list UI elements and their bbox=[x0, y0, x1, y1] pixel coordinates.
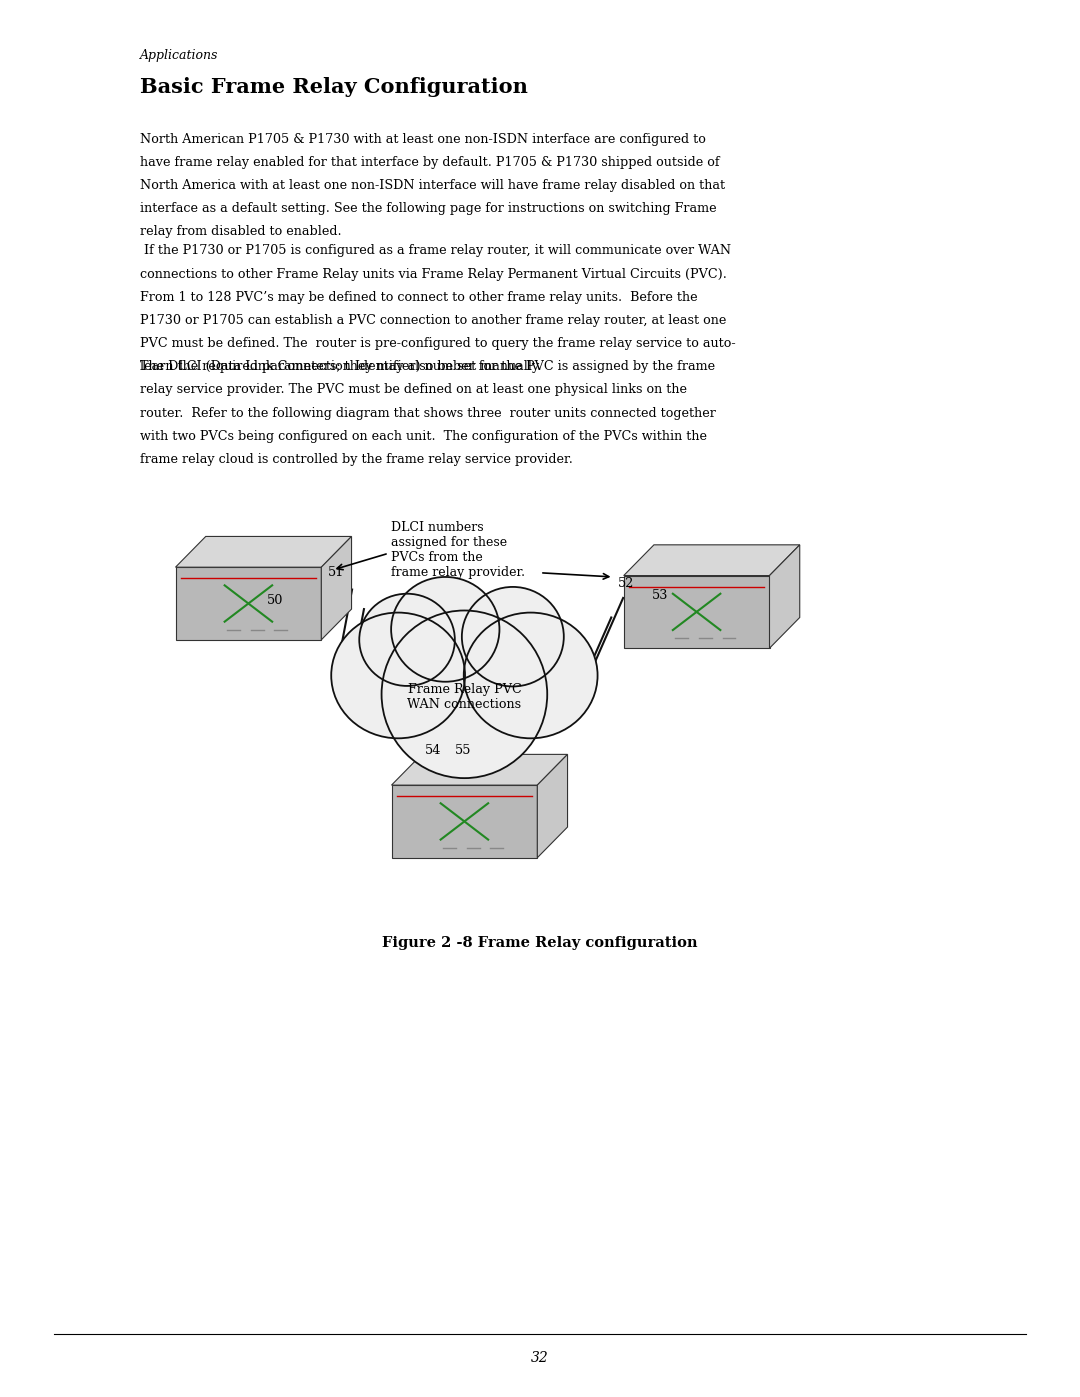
Text: 55: 55 bbox=[455, 743, 471, 757]
Text: Frame Relay PVC
WAN connections: Frame Relay PVC WAN connections bbox=[407, 683, 522, 711]
Text: 32: 32 bbox=[531, 1351, 549, 1365]
Polygon shape bbox=[175, 536, 352, 567]
Polygon shape bbox=[624, 545, 799, 576]
Text: interface as a default setting. See the following page for instructions on switc: interface as a default setting. See the … bbox=[140, 201, 717, 215]
Ellipse shape bbox=[391, 577, 499, 682]
Text: DLCI numbers
assigned for these
PVCs from the
frame relay provider.: DLCI numbers assigned for these PVCs fro… bbox=[391, 521, 525, 580]
Ellipse shape bbox=[463, 613, 597, 739]
Polygon shape bbox=[391, 785, 538, 858]
Text: with two PVCs being configured on each unit.  The configuration of the PVCs with: with two PVCs being configured on each u… bbox=[140, 430, 707, 443]
Text: relay service provider. The PVC must be defined on at least one physical links o: relay service provider. The PVC must be … bbox=[140, 383, 687, 397]
Text: Applications: Applications bbox=[140, 49, 219, 61]
Polygon shape bbox=[538, 754, 568, 858]
Polygon shape bbox=[769, 545, 799, 648]
Text: router.  Refer to the following diagram that shows three  router units connected: router. Refer to the following diagram t… bbox=[140, 407, 716, 419]
Text: Figure 2 -8 Frame Relay configuration: Figure 2 -8 Frame Relay configuration bbox=[382, 936, 698, 950]
Text: learn the required parameters; they may also be set manually.: learn the required parameters; they may … bbox=[140, 360, 542, 373]
Polygon shape bbox=[175, 567, 322, 640]
Text: North America with at least one non-ISDN interface will have frame relay disable: North America with at least one non-ISDN… bbox=[140, 179, 726, 191]
Polygon shape bbox=[391, 754, 568, 785]
Polygon shape bbox=[322, 536, 352, 640]
Ellipse shape bbox=[360, 594, 455, 686]
Text: The DLCI (Data Link Connection Identifier) number for the PVC is assigned by the: The DLCI (Data Link Connection Identifie… bbox=[140, 360, 716, 373]
Text: have frame relay enabled for that interface by default. P1705 & P1730 shipped ou: have frame relay enabled for that interf… bbox=[140, 156, 720, 169]
Polygon shape bbox=[624, 576, 769, 648]
Ellipse shape bbox=[462, 587, 564, 686]
Text: North American P1705 & P1730 with at least one non-ISDN interface are configured: North American P1705 & P1730 with at lea… bbox=[140, 133, 706, 145]
Ellipse shape bbox=[381, 610, 548, 778]
Text: 53: 53 bbox=[652, 588, 669, 602]
Text: Basic Frame Relay Configuration: Basic Frame Relay Configuration bbox=[140, 77, 528, 96]
Text: frame relay cloud is controlled by the frame relay service provider.: frame relay cloud is controlled by the f… bbox=[140, 453, 573, 465]
Text: 54: 54 bbox=[424, 743, 441, 757]
Text: PVC must be defined. The  router is pre-configured to query the frame relay serv: PVC must be defined. The router is pre-c… bbox=[140, 337, 737, 349]
Text: connections to other Frame Relay units via Frame Relay Permanent Virtual Circuit: connections to other Frame Relay units v… bbox=[140, 268, 727, 281]
Text: relay from disabled to enabled.: relay from disabled to enabled. bbox=[140, 225, 342, 237]
Text: From 1 to 128 PVC’s may be defined to connect to other frame relay units.  Befor: From 1 to 128 PVC’s may be defined to co… bbox=[140, 291, 698, 303]
Text: If the P1730 or P1705 is configured as a frame relay router, it will communicate: If the P1730 or P1705 is configured as a… bbox=[140, 244, 731, 257]
Ellipse shape bbox=[332, 613, 465, 739]
Text: P1730 or P1705 can establish a PVC connection to another frame relay router, at : P1730 or P1705 can establish a PVC conne… bbox=[140, 314, 727, 327]
Text: 50: 50 bbox=[267, 594, 283, 608]
Text: 51: 51 bbox=[328, 566, 345, 580]
Text: 52: 52 bbox=[618, 577, 634, 591]
